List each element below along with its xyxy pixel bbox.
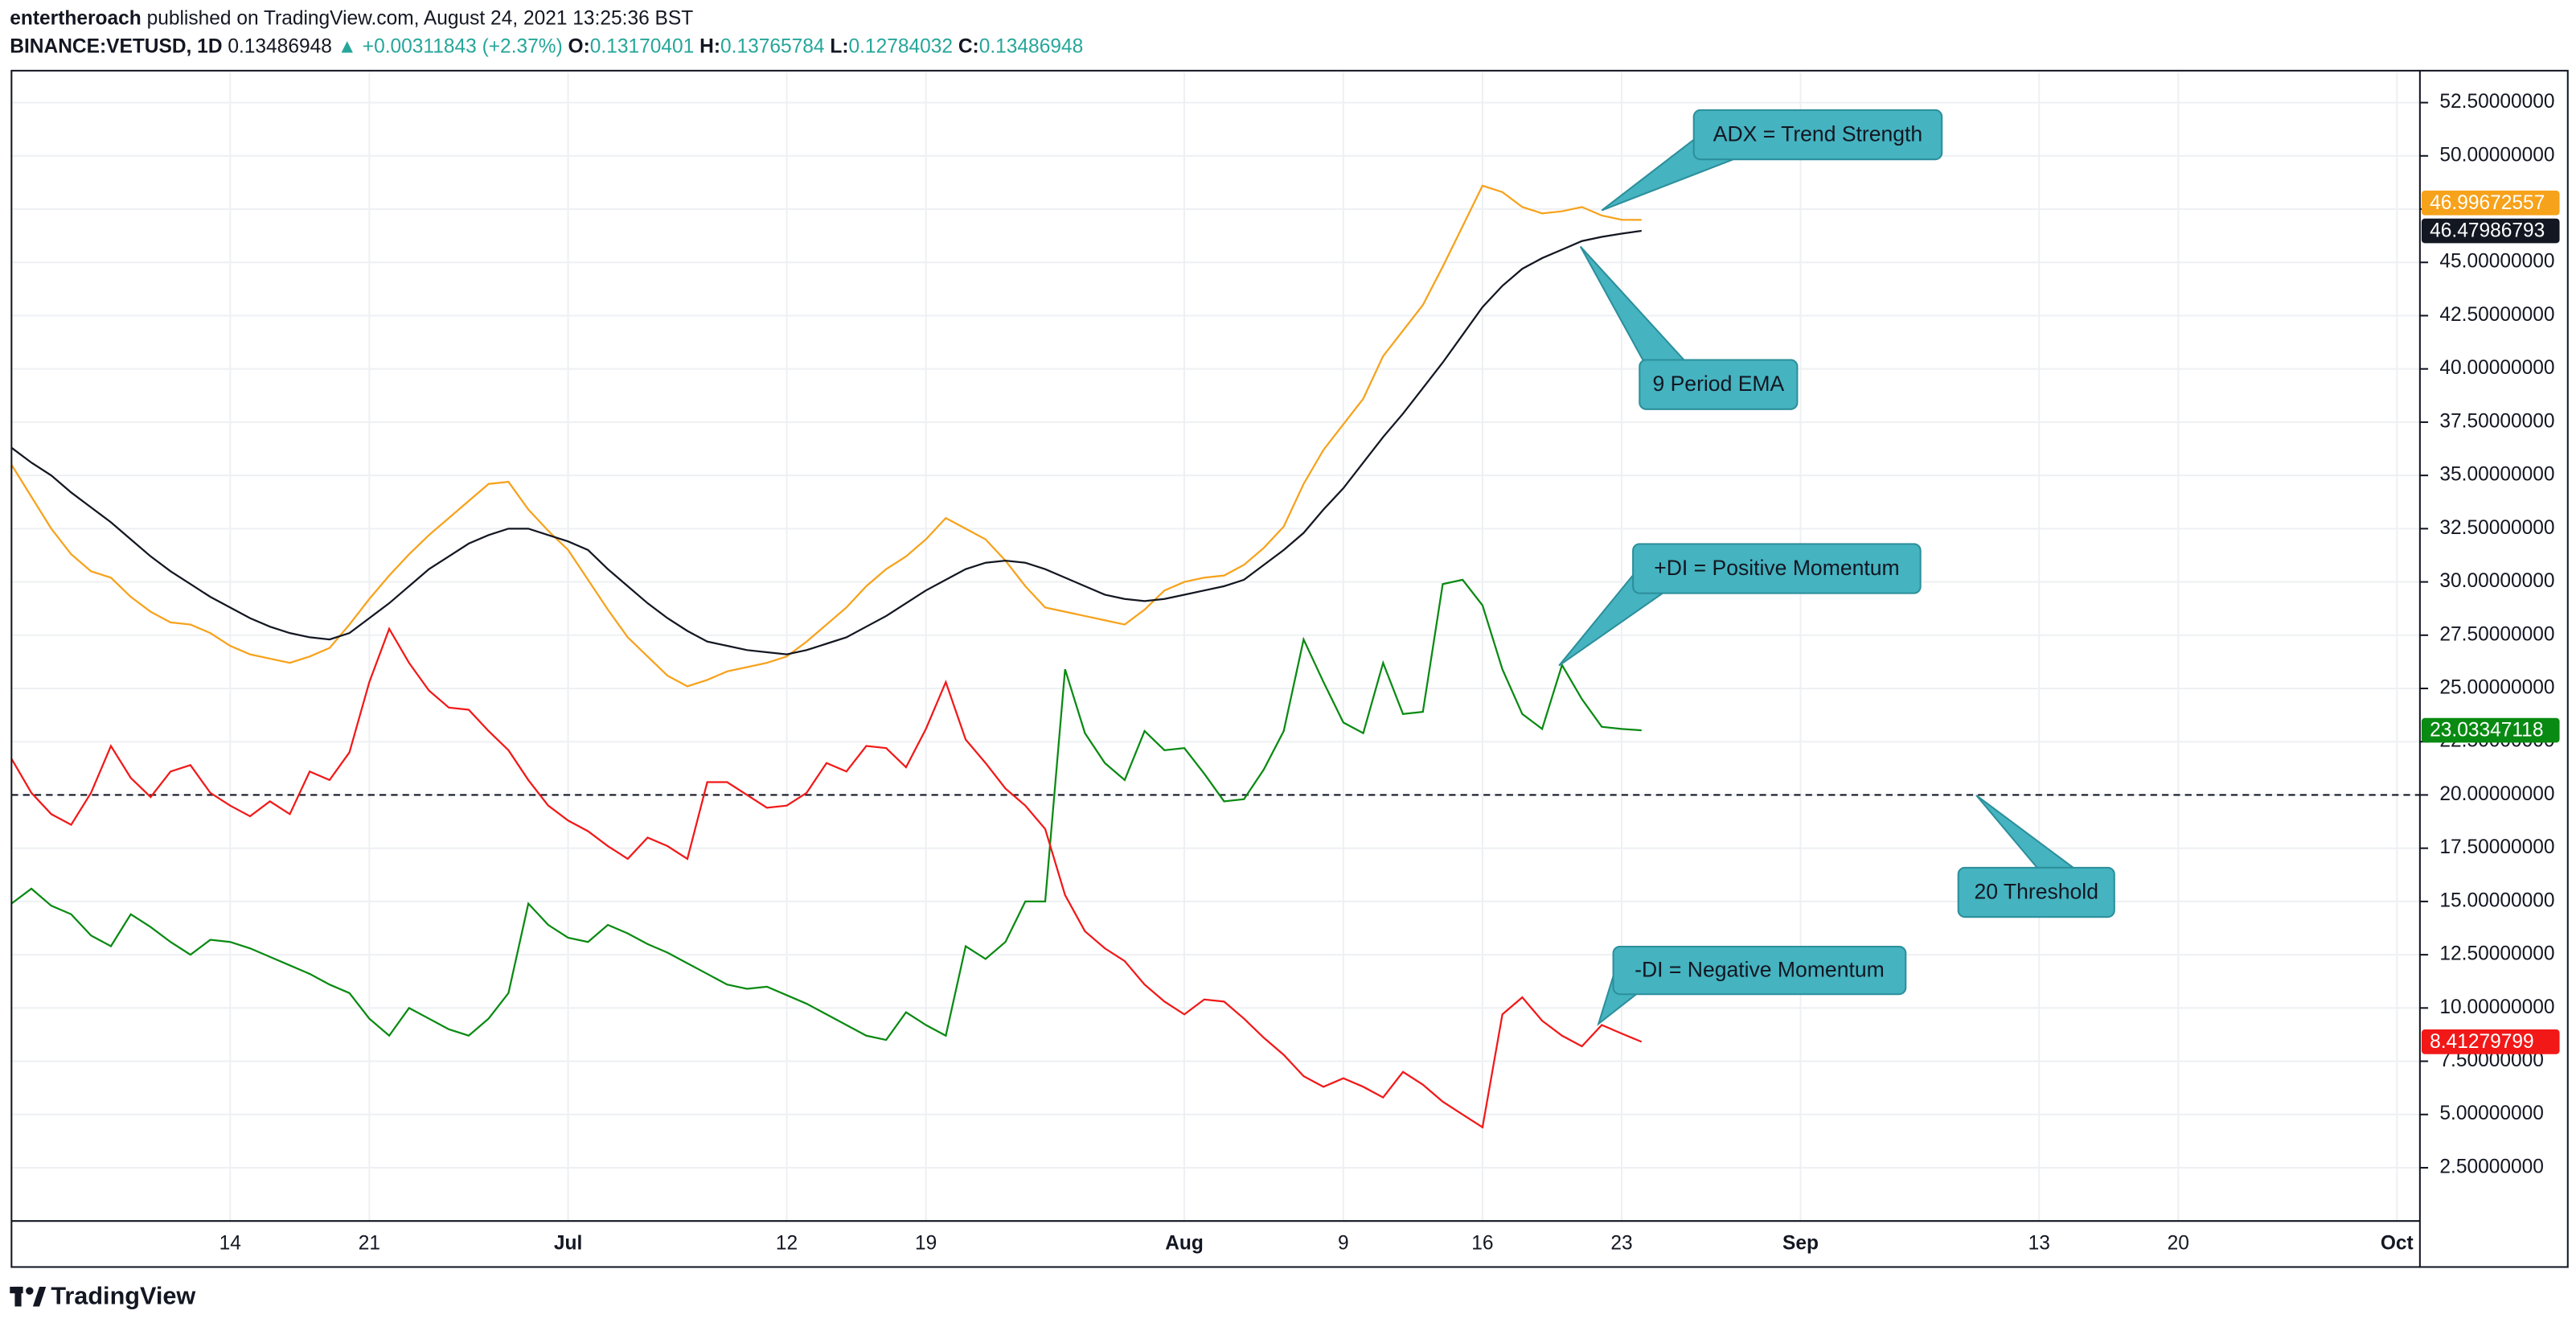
callout: 20 Threshold	[1957, 795, 2115, 918]
y-tick-label: 27.50000000	[2439, 623, 2554, 645]
author: entertheroach	[10, 8, 141, 30]
x-tick-label: 23	[1610, 1232, 1632, 1254]
x-tick-label: 9	[1338, 1232, 1349, 1254]
callout-pointer	[1975, 795, 2076, 869]
x-tick-label: Aug	[1165, 1232, 1204, 1254]
logo-part	[32, 1286, 47, 1307]
series-line	[10, 229, 1642, 655]
callout-text: 9 Period EMA	[1652, 372, 1784, 396]
y-tick-label: 42.50000000	[2439, 304, 2554, 326]
ohlc-key: O:	[568, 36, 590, 58]
y-tick-label: 10.00000000	[2439, 996, 2554, 1018]
callout-text: ADX = Trend Strength	[1713, 122, 1922, 146]
ohlc-key: L:	[830, 36, 848, 58]
callout-text: 20 Threshold	[1975, 880, 2098, 904]
series-line	[10, 184, 1642, 688]
y-tick-label: 37.50000000	[2439, 410, 2554, 432]
y-tick-label: 17.50000000	[2439, 836, 2554, 858]
callout-join	[1614, 948, 1905, 993]
callout: -DI = Negative Momentum	[1597, 945, 1907, 1026]
callout-join	[1641, 361, 1796, 408]
price-label: 46.47986793	[2430, 220, 2545, 242]
logo-part	[26, 1287, 34, 1295]
y-tick-label: 32.50000000	[2439, 517, 2554, 539]
byline: entertheroach published on TradingView.c…	[10, 8, 693, 30]
x-tick-label: 13	[2028, 1232, 2050, 1254]
callout-join	[1959, 869, 2113, 916]
ohlc-value: 0.12784032	[848, 36, 953, 58]
plot-frame	[10, 69, 2569, 1268]
y-tick-label: 45.00000000	[2439, 251, 2554, 273]
callout: 9 Period EMA	[1579, 245, 1799, 410]
price-label-bg	[2421, 1029, 2560, 1054]
callout-text: +DI = Positive Momentum	[1654, 556, 1899, 580]
y-tick-label: 52.50000000	[2439, 91, 2554, 113]
y-tick-label: 30.00000000	[2439, 570, 2554, 592]
x-tick-label: 16	[1471, 1232, 1493, 1254]
y-tick-label: 15.00000000	[2439, 889, 2554, 911]
callout-text: -DI = Negative Momentum	[1635, 958, 1885, 982]
y-tick-label: 40.00000000	[2439, 357, 2554, 379]
callout: ADX = Trend Strength	[1601, 109, 1943, 212]
symbol: BINANCE:VETUSD, 1D	[10, 36, 222, 58]
x-tick-label: 14	[219, 1232, 241, 1254]
callout-pointer	[1579, 245, 1686, 361]
x-tick-label: 21	[359, 1232, 380, 1254]
x-tick-label: 12	[776, 1232, 798, 1254]
y-tick-label: 20.00000000	[2439, 783, 2554, 805]
x-tick-label: Sep	[1782, 1232, 1819, 1254]
callout-join	[1695, 111, 1941, 158]
brand: TradingView	[51, 1282, 195, 1309]
x-tick-label: 20	[2168, 1232, 2189, 1254]
ohlc-key: C:	[958, 36, 979, 58]
series-line	[10, 578, 1642, 1041]
y-tick-label: 12.50000000	[2439, 943, 2554, 965]
price-label: 23.03347118	[2430, 720, 2543, 742]
x-tick-label: Jul	[554, 1232, 582, 1254]
ohlc-value: 0.13486948	[979, 36, 1084, 58]
logo-part	[14, 1286, 22, 1307]
callout: +DI = Positive Momentum	[1558, 543, 1922, 667]
symbol-line: BINANCE:VETUSD, 1D 0.13486948 ▲ +0.00311…	[10, 36, 1083, 58]
price-label-bg	[2421, 190, 2560, 216]
price-label-bg	[2421, 717, 2560, 743]
ohlc-key: H:	[699, 36, 720, 58]
y-tick-label: 5.00000000	[2439, 1103, 2544, 1124]
price-label-bg	[2421, 218, 2560, 244]
callout-join	[1635, 545, 1919, 592]
x-tick-label: Oct	[2381, 1232, 2414, 1254]
y-tick-label: 25.00000000	[2439, 676, 2554, 698]
brand-logo	[10, 1286, 47, 1307]
y-tick-label: 35.00000000	[2439, 464, 2554, 486]
price-label: 8.41279799	[2430, 1031, 2534, 1053]
series-line	[10, 627, 1643, 1129]
ohlc-value: 0.13765784	[720, 36, 825, 58]
last-price: 0.13486948	[228, 36, 332, 58]
published: published on TradingView.com, August 24,…	[147, 8, 694, 30]
price-label: 46.99672557	[2430, 192, 2545, 214]
ohlc-value: 0.13170401	[590, 36, 695, 58]
y-tick-label: 50.00000000	[2439, 144, 2554, 166]
y-tick-label: 2.50000000	[2439, 1156, 2544, 1177]
change: ▲ +0.00311843 (+2.37%)	[338, 36, 563, 58]
x-tick-label: 19	[915, 1232, 937, 1254]
